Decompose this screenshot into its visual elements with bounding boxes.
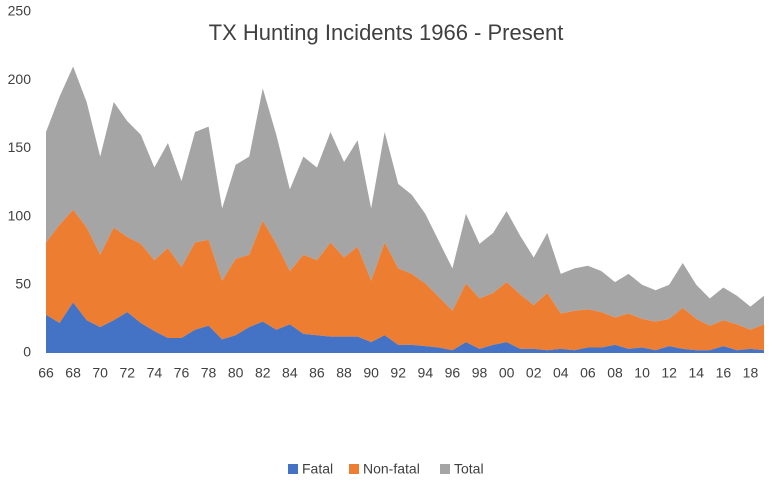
x-tick-label: 74 <box>147 365 163 381</box>
x-tick-label: 02 <box>526 365 542 381</box>
legend-label: Non-fatal <box>363 461 420 477</box>
x-tick-label: 92 <box>390 365 406 381</box>
area <box>46 66 764 330</box>
chart-title: TX Hunting Incidents 1966 - Present <box>209 20 564 45</box>
x-tick-label: 08 <box>607 365 623 381</box>
x-tick-label: 98 <box>472 365 488 381</box>
x-tick-label: 94 <box>418 365 434 381</box>
x-tick-label: 12 <box>661 365 677 381</box>
legend-label: Total <box>454 461 484 477</box>
x-tick-label: 70 <box>92 365 108 381</box>
x-tick-label: 18 <box>743 365 759 381</box>
legend-label: Fatal <box>302 461 333 477</box>
x-tick-label: 96 <box>445 365 461 381</box>
y-tick-label: 0 <box>23 344 31 360</box>
x-tick-label: 06 <box>580 365 596 381</box>
x-tick-label: 72 <box>119 365 135 381</box>
x-tick-label: 10 <box>634 365 650 381</box>
x-tick-label: 86 <box>309 365 325 381</box>
x-tick-label: 66 <box>38 365 54 381</box>
area <box>46 302 764 353</box>
area <box>46 209 764 351</box>
x-tick-label: 16 <box>716 365 732 381</box>
y-tick-label: 150 <box>8 139 32 155</box>
y-tick-label: 50 <box>15 276 31 292</box>
y-tick-label: 250 <box>8 3 32 19</box>
x-tick-label: 76 <box>174 365 190 381</box>
x-tick-label: 78 <box>201 365 217 381</box>
legend-swatch <box>440 464 450 474</box>
y-tick-label: 200 <box>8 71 32 87</box>
x-tick-label: 84 <box>282 365 298 381</box>
x-tick-label: 00 <box>499 365 515 381</box>
y-tick-label: 100 <box>8 207 32 223</box>
x-tick-label: 90 <box>363 365 379 381</box>
x-tick-label: 14 <box>688 365 704 381</box>
legend-swatch <box>288 464 298 474</box>
x-tick-label: 80 <box>228 365 244 381</box>
x-tick-label: 88 <box>336 365 352 381</box>
x-tick-label: 04 <box>553 365 569 381</box>
legend-swatch <box>349 464 359 474</box>
x-tick-label: 82 <box>255 365 271 381</box>
x-tick-label: 68 <box>65 365 81 381</box>
